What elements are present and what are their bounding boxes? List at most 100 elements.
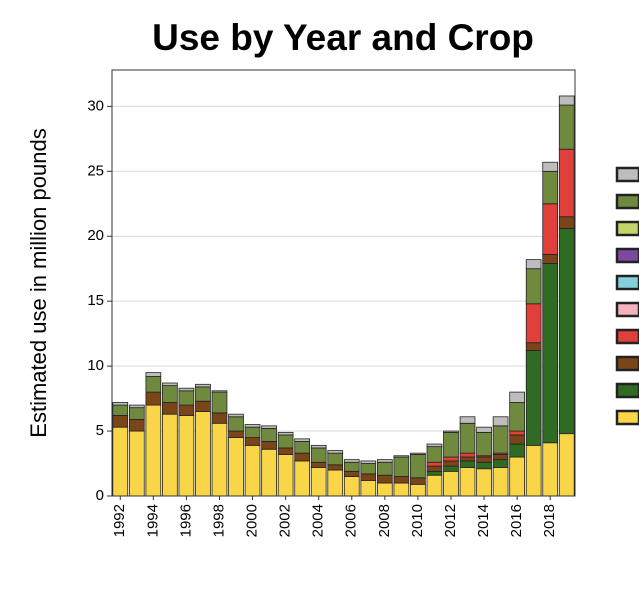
y-tick-label: 5	[96, 422, 104, 439]
x-tick-label: 2002	[277, 504, 294, 537]
bar-segment	[277, 434, 294, 449]
bar-segment	[443, 465, 459, 472]
legend-swatch	[615, 274, 639, 291]
x-tick-label: 2006	[343, 504, 360, 537]
bar-segment	[476, 426, 492, 433]
bar-segment	[178, 404, 195, 416]
bar-segment	[393, 476, 410, 484]
bar-segment	[393, 455, 410, 458]
bar-segment	[509, 456, 525, 497]
legend-swatch	[615, 355, 639, 372]
bar-segment	[145, 391, 162, 406]
bar-segment	[443, 456, 459, 462]
bar-segment	[327, 450, 344, 454]
bar-segment	[360, 460, 377, 464]
x-tick-label: 2016	[508, 504, 525, 537]
bar-segment	[294, 438, 311, 442]
bar-segment	[327, 452, 344, 466]
bar-segment	[459, 452, 476, 458]
bar-segment	[558, 95, 575, 106]
bar-segment	[211, 390, 228, 393]
x-tick-label: 2012	[442, 504, 459, 537]
bar-segment	[112, 402, 129, 406]
bar-segment	[244, 424, 261, 428]
x-tick-label: 1992	[111, 504, 128, 537]
bar-segment	[360, 463, 377, 475]
bar-segment	[244, 444, 261, 497]
legend-swatch	[615, 382, 639, 399]
bar-segment	[244, 426, 261, 438]
bar-segment	[459, 460, 476, 468]
bar-segment	[112, 415, 129, 428]
x-tick-label: 1998	[210, 504, 227, 537]
bar-segment	[310, 461, 327, 468]
bar-segment	[277, 431, 294, 436]
x-tick-label: 2010	[409, 504, 426, 537]
bar-segment	[310, 444, 327, 449]
bar-segment	[426, 470, 443, 476]
bar-segment	[525, 259, 542, 270]
bar-segment	[128, 430, 145, 497]
bar-segment	[228, 430, 244, 438]
bar-segment	[261, 425, 277, 429]
bar-segment	[195, 383, 211, 388]
bar-segment	[294, 460, 311, 497]
bar-segment	[376, 459, 393, 463]
bar-segment	[178, 390, 195, 406]
x-tick-label: 2000	[244, 504, 261, 537]
bar-segment	[459, 456, 476, 462]
x-tick-label: 2004	[310, 504, 327, 537]
bar-segment	[228, 413, 244, 418]
bar-segment	[112, 404, 129, 416]
bar-segment	[410, 454, 426, 479]
bar-segment	[162, 382, 178, 387]
bar-segment	[558, 228, 575, 435]
bar-segment	[294, 452, 311, 462]
y-axis-label: Estimated use in million pounds	[26, 128, 51, 437]
bar-segment	[261, 428, 277, 442]
bar-segment	[542, 263, 559, 444]
chart-title: Use by Year and Crop	[152, 17, 534, 58]
bar-segment	[509, 402, 525, 432]
bar-segment	[443, 460, 459, 467]
bar-segment	[228, 416, 244, 432]
y-tick-label: 20	[87, 227, 104, 244]
bar-segment	[443, 431, 459, 458]
x-tick-label: 1994	[144, 504, 161, 537]
legend-swatch	[615, 409, 639, 426]
bar-segment	[542, 170, 559, 205]
bar-segment	[525, 342, 542, 351]
bar-segment	[162, 385, 178, 403]
plot-frame	[111, 69, 576, 497]
bar-segment	[310, 467, 327, 497]
bar-segment	[509, 391, 525, 403]
bar-segment	[178, 415, 195, 497]
bar-segment	[525, 268, 542, 305]
x-tick-label: 1996	[177, 504, 194, 537]
bar-segment	[459, 416, 476, 424]
bar-segment	[211, 422, 228, 497]
bar-segment	[525, 350, 542, 446]
bar-segment	[492, 467, 509, 497]
bar-segment	[509, 443, 525, 458]
bar-segment	[376, 461, 393, 476]
bar-segment	[443, 470, 459, 497]
legend-swatch	[615, 247, 639, 264]
bar-segment	[393, 482, 410, 497]
bar-segment	[410, 452, 426, 455]
bar-segment	[410, 483, 426, 497]
bar-segment	[476, 456, 492, 463]
bar-segment	[195, 411, 211, 497]
bar-segment	[426, 474, 443, 497]
bar-segment	[327, 469, 344, 497]
y-tick-label: 0	[96, 487, 104, 504]
bar-segment	[542, 254, 559, 264]
bar-segment	[343, 476, 360, 497]
bar-segment	[244, 437, 261, 446]
bar-segment	[162, 413, 178, 497]
bar-segment	[426, 443, 443, 448]
bar-segment	[261, 448, 277, 497]
bar-segment	[509, 434, 525, 445]
bar-segment	[558, 433, 575, 497]
